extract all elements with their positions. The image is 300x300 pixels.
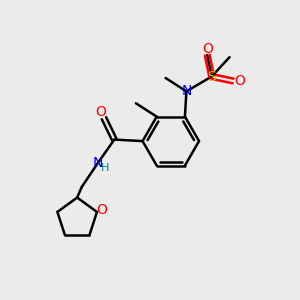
Text: O: O <box>202 42 213 56</box>
Text: H: H <box>101 163 110 173</box>
Text: O: O <box>97 203 107 218</box>
Text: O: O <box>95 105 106 119</box>
Text: S: S <box>207 70 216 83</box>
Text: O: O <box>234 74 245 88</box>
Text: N: N <box>93 156 103 170</box>
Text: N: N <box>181 84 192 98</box>
